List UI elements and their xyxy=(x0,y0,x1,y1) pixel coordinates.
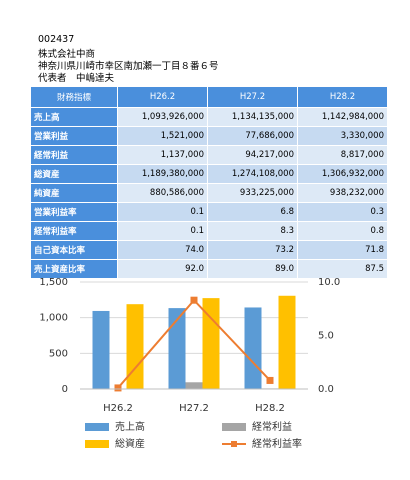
cell: 3,330,000 xyxy=(297,126,388,146)
marker xyxy=(266,376,274,384)
x-tick-label: H26.2 xyxy=(103,403,133,414)
x-tick-label: H27.2 xyxy=(179,403,209,414)
representative: 代表者 中嶋達夫 xyxy=(38,73,115,84)
marker xyxy=(190,296,198,304)
marker xyxy=(114,384,122,392)
cell: 92.0 xyxy=(117,259,208,279)
cell: 0.1 xyxy=(117,202,208,222)
cell: 0.8 xyxy=(297,221,388,241)
x-tick-label: H28.2 xyxy=(255,403,285,414)
table-row: 自己資本比率 74.0 73.2 71.8 xyxy=(30,240,388,260)
y-tick-label: 500 xyxy=(49,348,68,359)
row-label: 売上資産比率 xyxy=(30,259,118,279)
row-label: 純資産 xyxy=(30,183,118,203)
address: 神奈川県川崎市幸区南加瀬一丁目８番６号 xyxy=(38,61,219,72)
legend-label: 経常利益 xyxy=(252,420,292,433)
cell: 89.0 xyxy=(207,259,298,279)
column-header: H28.2 xyxy=(297,86,388,108)
cell: 94,217,000 xyxy=(207,145,298,165)
bar xyxy=(185,382,203,389)
cell: 71.8 xyxy=(297,240,388,260)
table-row: 営業利益 1,521,000 77,686,000 3,330,000 xyxy=(30,126,388,146)
code: 002437 xyxy=(38,34,75,45)
bar xyxy=(278,295,296,389)
bar xyxy=(202,298,220,389)
legend-swatch xyxy=(85,423,109,431)
cell: 1,274,108,000 xyxy=(207,164,298,184)
y-tick-label: 1,000 xyxy=(39,313,68,324)
table-row: 売上資産比率 92.0 89.0 87.5 xyxy=(30,259,388,279)
legend-marker xyxy=(231,441,237,447)
column-header: H26.2 xyxy=(117,86,208,108)
y-tick-label: 0 xyxy=(62,384,68,395)
y2-tick-label: 0.0 xyxy=(318,384,334,395)
cell: 1,521,000 xyxy=(117,126,208,146)
bar xyxy=(244,307,262,389)
column-header: 財務指標 xyxy=(30,86,118,108)
bar xyxy=(168,308,186,389)
legend-label: 経常利益率 xyxy=(252,437,302,450)
row-label: 営業利益 xyxy=(30,126,118,146)
row-label: 売上高 xyxy=(30,107,118,127)
legend-swatch xyxy=(222,423,246,431)
cell: 74.0 xyxy=(117,240,208,260)
bar xyxy=(126,304,144,389)
legend-label: 総資産 xyxy=(115,437,145,450)
legend-swatch xyxy=(85,440,109,448)
cell: 73.2 xyxy=(207,240,298,260)
bar xyxy=(92,310,110,389)
cell: 87.5 xyxy=(297,259,388,279)
y-tick-label: 1,500 xyxy=(39,277,68,288)
company: 株式会社中商 xyxy=(38,49,96,60)
table-row: 純資産 880,586,000 933,225,000 938,232,000 xyxy=(30,183,388,203)
cell: 77,686,000 xyxy=(207,126,298,146)
table-row: 経常利益率 0.1 8.3 0.8 xyxy=(30,221,388,241)
y2-tick-label: 5.0 xyxy=(318,331,334,342)
cell: 0.3 xyxy=(297,202,388,222)
y2-tick-label: 10.0 xyxy=(318,277,340,288)
cell: 1,134,135,000 xyxy=(207,107,298,127)
table-row: 総資産 1,189,380,000 1,274,108,000 1,306,932,0… xyxy=(30,164,388,184)
row-label: 自己資本比率 xyxy=(30,240,118,260)
cell: 8,817,000 xyxy=(297,145,388,165)
legend-label: 売上高 xyxy=(115,420,145,433)
financial-table: 財務指標 H26.2 H27.2 H28.2 売上高 1,093,926,000 1,134… xyxy=(30,86,388,279)
cell: 938,232,000 xyxy=(297,183,388,203)
cell: 933,225,000 xyxy=(207,183,298,203)
cell: 1,306,932,000 xyxy=(297,164,388,184)
table-row: 経常利益 1,137,000 94,217,000 8,817,000 xyxy=(30,145,388,165)
